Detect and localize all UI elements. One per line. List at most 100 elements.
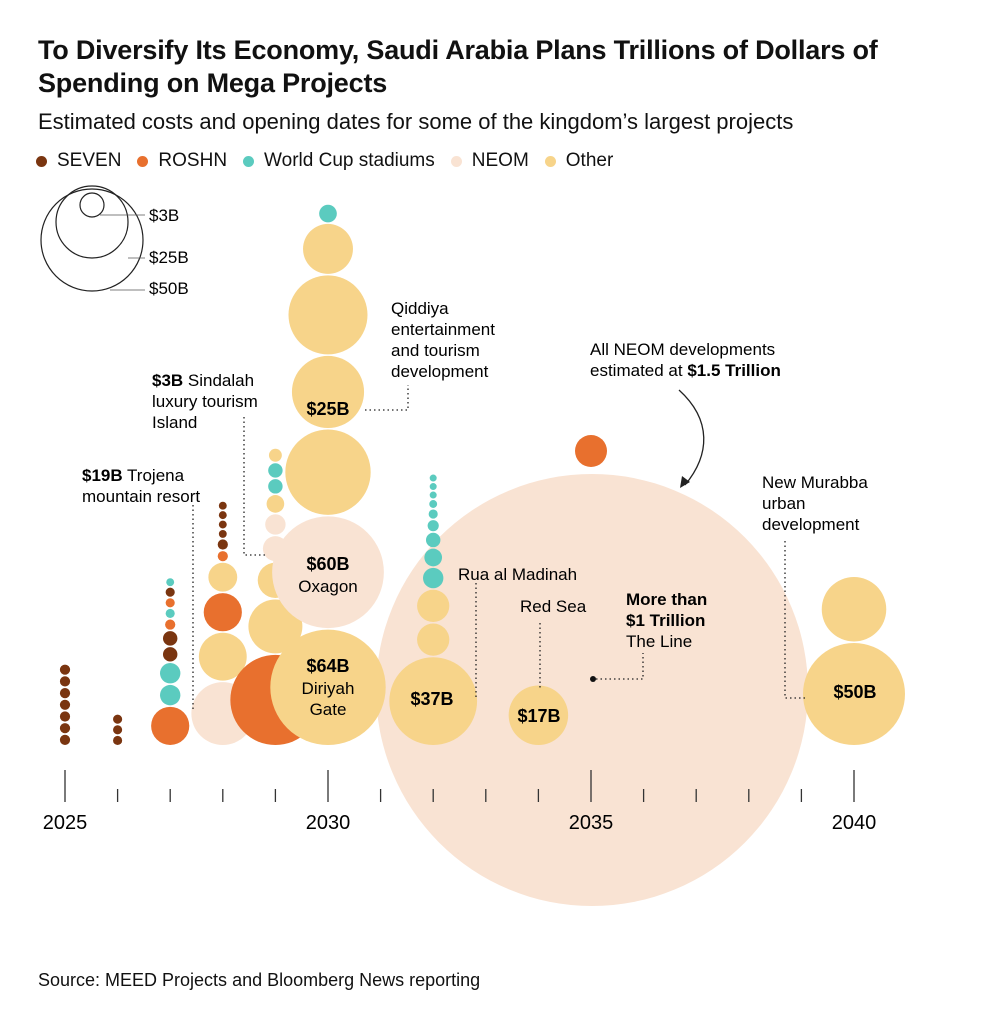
size-legend-circle-3b: [79, 192, 105, 218]
bubble-labels: $25B $60B Oxagon $64B Diriyah Gate $37B …: [298, 399, 876, 726]
bubble-2040-1: [821, 576, 887, 642]
annotation-sindalah-3: Island: [152, 413, 197, 432]
label-value-oxagon: $60B: [306, 554, 349, 574]
bubble-2029-5: [266, 495, 285, 513]
bubble-2029-1: [248, 599, 303, 654]
annotation-sindalah-1: $3B Sindalah: [152, 371, 254, 390]
bubble-2027-2: [160, 663, 181, 684]
bubble-2028-6: [218, 529, 227, 538]
bubble-2034-0: [508, 685, 569, 745]
label-name-oxagon: Oxagon: [298, 577, 358, 596]
annotation-neom-2: estimated at $1.5 Trillion: [590, 361, 781, 380]
legend-label-seven: SEVEN: [57, 150, 122, 171]
x-axis: 2025 2030 2035 2040: [43, 770, 877, 834]
bubble-2028-4: [217, 551, 228, 562]
bubble-2032-0: [389, 657, 478, 745]
bubble-2028-8: [218, 511, 227, 520]
axis-label-2035: 2035: [569, 812, 614, 834]
legend-label-world-cup: World Cup stadiums: [264, 150, 435, 171]
legend-item-neom: NEOM: [450, 150, 529, 172]
size-legend-label-50b: $50B: [149, 279, 189, 298]
legend-item-seven: SEVEN: [36, 150, 121, 172]
leader-line-qiddiya: [365, 385, 409, 411]
bubble-2029-7: [268, 463, 283, 478]
legend-swatch-world-cup: [243, 155, 255, 167]
bubble-2026-0: [113, 735, 123, 745]
annotation-murabba-2: urban: [762, 494, 805, 513]
bubble-2032-3: [423, 567, 444, 589]
source-note: Source: MEED Projects and Bloomberg News…: [38, 970, 481, 990]
bubble-2030-4: [288, 275, 368, 355]
bubble-2025-5: [59, 676, 71, 687]
bubble-2028-7: [218, 520, 227, 529]
legend-label-other: Other: [565, 150, 614, 171]
bubble-2032-7: [428, 509, 438, 519]
bubble-2032-11: [429, 474, 437, 482]
annotation-murabba-3: development: [762, 515, 860, 534]
neom-arrowhead: [680, 476, 690, 488]
neom-arrow: [678, 389, 705, 486]
size-legend-circle-25b: [55, 185, 129, 259]
bubble-2030-0: [270, 629, 386, 746]
bubble-2027-4: [162, 631, 178, 646]
legend-item-world-cup: World Cup stadiums: [243, 150, 435, 172]
bubble-2027-8: [165, 587, 175, 597]
bubble-2032-8: [429, 500, 438, 508]
bubble-2027-1: [160, 684, 181, 706]
legend-item-roshn: ROSHN: [137, 150, 227, 172]
annotation-qiddiya-1: Qiddiya: [391, 299, 449, 318]
leader-line-the-line: [596, 653, 644, 680]
chart-subtitle: Estimated costs and opening dates for so…: [38, 109, 794, 134]
leader-line-murabba: [784, 541, 808, 699]
bubble-2032-1: [417, 623, 450, 656]
size-legend-circle-50b: [40, 188, 144, 292]
bubble-2025-6: [59, 664, 71, 675]
label-name-diriyah-2: Gate: [310, 700, 347, 719]
annotation-the-line-2: $1 Trillion: [626, 611, 705, 630]
bubble-2028-3: [208, 562, 238, 592]
bubble-2029-6: [268, 479, 283, 494]
annotation-qiddiya-2: entertainment: [391, 320, 495, 339]
bubble-2032-2: [417, 589, 450, 623]
bubble-2030-5: [303, 223, 353, 274]
annotation-red-sea: Red Sea: [520, 597, 587, 616]
axis-label-2030: 2030: [306, 812, 351, 834]
legend-swatch-neom: [450, 155, 462, 167]
bubble-2030-3: [291, 355, 365, 429]
legend-label-roshn: ROSHN: [158, 150, 228, 171]
label-value-murabba: $50B: [833, 682, 876, 702]
bubble-2030-2: [285, 429, 371, 515]
bubble-2028-9: [218, 501, 227, 510]
bubble-2032-10: [429, 483, 437, 491]
bubble-2028-2: [203, 593, 242, 632]
bubble-2027-5: [165, 619, 176, 630]
bubble-the-line: [376, 474, 808, 906]
annotation-the-line-3: The Line: [626, 632, 692, 651]
annotation-qiddiya-3: and tourism: [391, 341, 480, 360]
bubble-2027-3: [162, 647, 178, 662]
label-value-diriyah: $64B: [306, 656, 349, 676]
axis-label-2040: 2040: [832, 812, 877, 834]
leader-line-sindalah: [243, 417, 265, 556]
annotation-murabba-1: New Murabba: [762, 473, 868, 492]
bubble-2027-7: [165, 598, 175, 608]
bubble-2029-4: [265, 514, 286, 535]
legend-label-neom: NEOM: [471, 150, 529, 171]
bubble-2029-8: [268, 448, 282, 462]
label-value-red-sea: $17B: [517, 706, 560, 726]
legend-item-other: Other: [544, 150, 614, 172]
bubble-2040-0: [803, 643, 905, 745]
legend-swatch-roshn: [137, 155, 149, 167]
the-line-marker: [590, 676, 596, 682]
size-legend: $3B $25B $50B: [40, 185, 189, 298]
annotation-rua: Rua al Madinah: [458, 565, 577, 584]
bubble-2025-4: [59, 688, 71, 699]
bubbles: [59, 204, 905, 746]
bubble-2028-5: [217, 539, 228, 550]
size-legend-label-3b: $3B: [149, 206, 179, 225]
bubble-2032-9: [429, 491, 437, 499]
annotation-trojena-1: $19B Trojena: [82, 466, 185, 485]
bubble-2027-6: [165, 608, 175, 618]
bubble-2025-2: [59, 711, 71, 722]
bubble-2030-1: [272, 516, 384, 629]
